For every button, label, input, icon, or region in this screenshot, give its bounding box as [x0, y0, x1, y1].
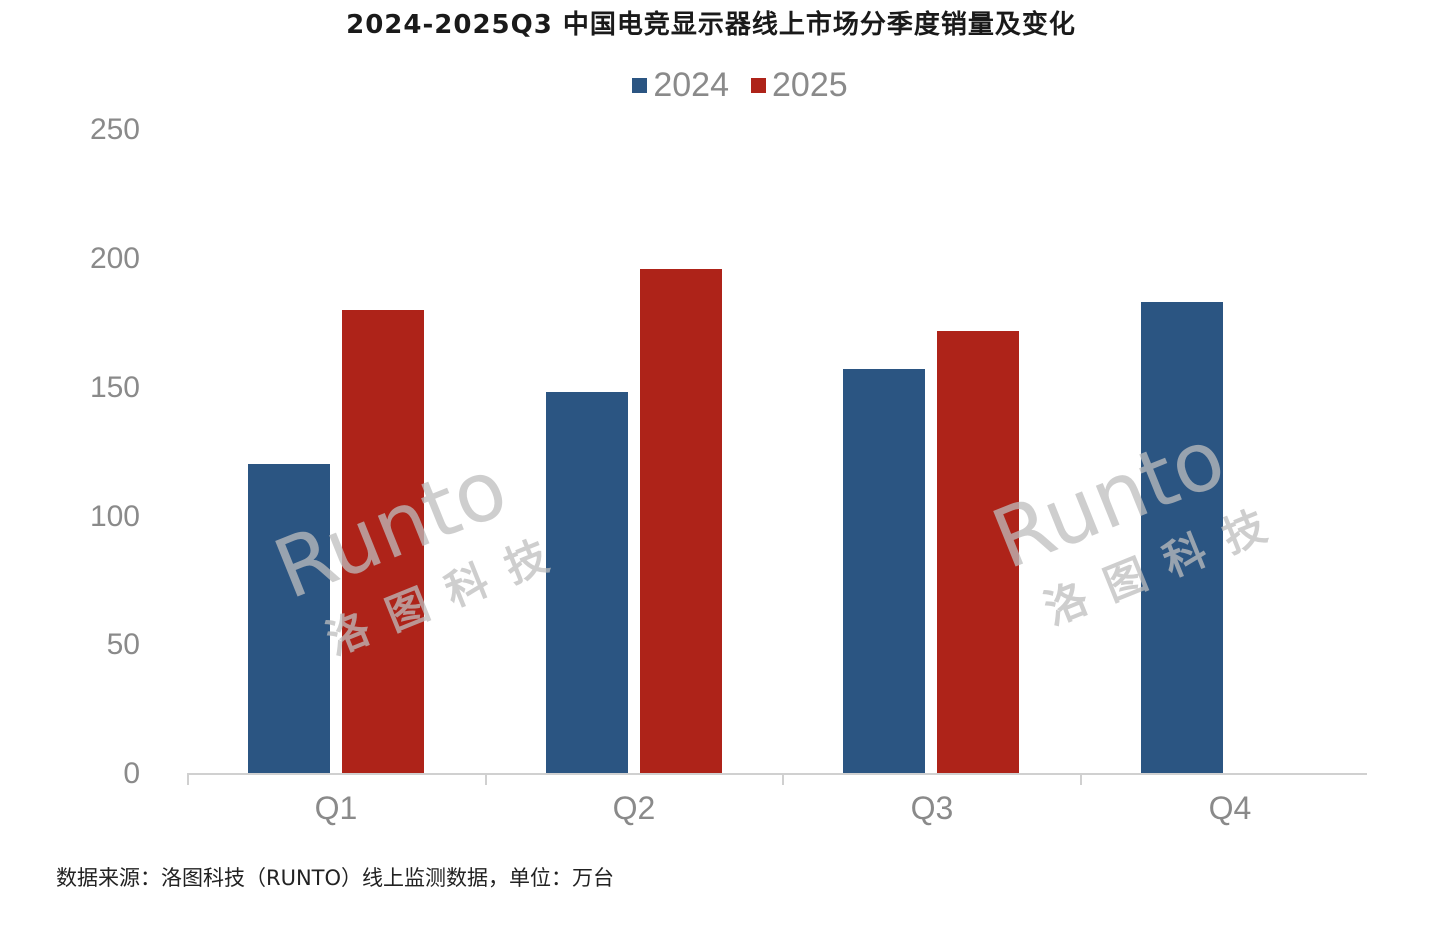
x-axis-tick	[187, 775, 189, 785]
bar-q2-2024	[545, 392, 628, 773]
bar-q4-2024	[1140, 302, 1223, 773]
bar-q3-2025	[937, 330, 1020, 773]
watermark-en: Runto	[980, 410, 1238, 589]
bar-q1-2024	[247, 464, 330, 773]
watermark-right: Runto 洛图科技	[980, 397, 1294, 645]
y-tick-label: 150	[89, 371, 140, 404]
x-tick-label-q3: Q3	[910, 790, 954, 826]
legend-swatch-2024	[632, 78, 648, 93]
x-axis-tick	[1080, 775, 1082, 785]
chart-title: 2024-2025Q3 中国电竞显示器线上市场分季度销量及变化	[346, 10, 1076, 40]
x-tick-label-q4: Q4	[1208, 790, 1252, 826]
y-tick-label: 250	[89, 113, 140, 146]
legend-item-2025: 2025	[751, 66, 848, 105]
bar-q2-2025	[639, 268, 722, 773]
x-tick-label-q2: Q2	[612, 790, 656, 826]
x-tick-label-q1: Q1	[314, 790, 358, 826]
legend-swatch-2025	[751, 78, 766, 93]
x-axis-line	[187, 773, 1367, 775]
y-tick-label: 100	[89, 500, 140, 533]
legend: 2024 2025	[0, 66, 1440, 105]
x-axis-tick	[782, 775, 784, 785]
y-tick-label: 200	[89, 242, 140, 275]
bar-q1-2025	[341, 310, 424, 773]
source-note: 数据来源：洛图科技（RUNTO）线上监测数据，单位：万台	[56, 866, 615, 890]
legend-item-2024: 2024	[632, 66, 729, 105]
y-tick-label: 50	[106, 628, 140, 661]
x-axis-tick	[485, 775, 487, 785]
y-tick-label: 0	[123, 757, 140, 790]
legend-label-2025: 2025	[772, 66, 848, 104]
bar-q3-2024	[843, 369, 926, 773]
legend-label-2024: 2024	[653, 66, 729, 104]
